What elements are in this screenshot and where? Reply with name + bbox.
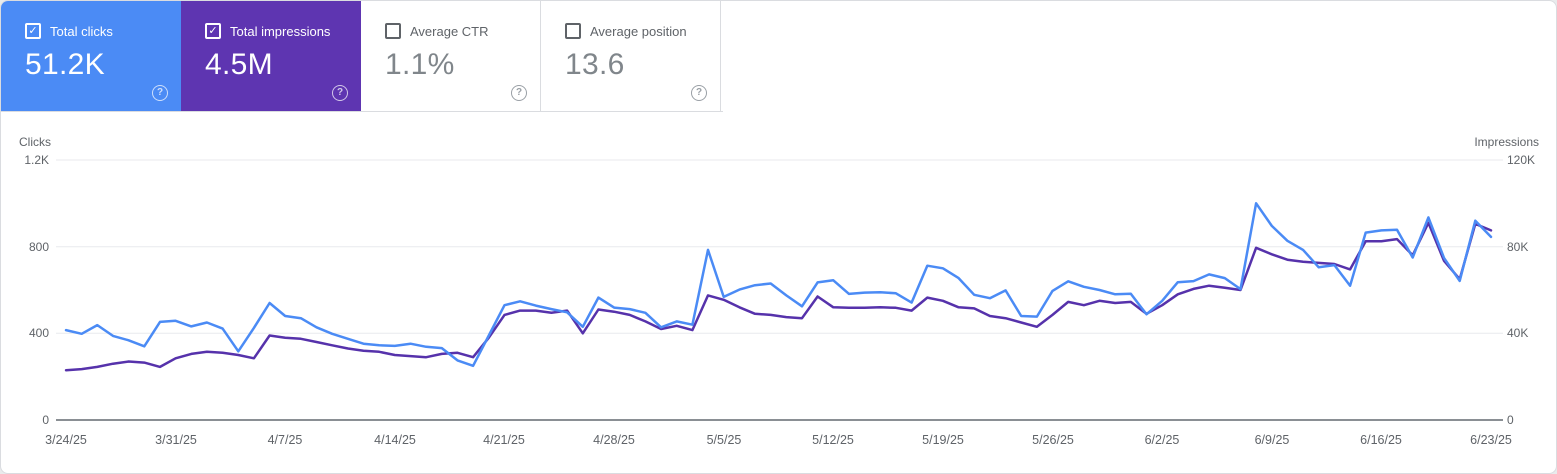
left-axis-title: Clicks (19, 135, 51, 149)
card-header: Average position (565, 23, 720, 39)
average-position-value: 13.6 (565, 48, 625, 81)
x-tick-label: 4/28/25 (593, 433, 635, 447)
x-tick-label: 4/14/25 (374, 433, 416, 447)
right-axis-title: Impressions (1474, 135, 1539, 149)
help-icon[interactable]: ? (332, 85, 348, 101)
left-y-tick-label: 800 (28, 240, 49, 254)
left-y-tick-label: 400 (28, 326, 49, 340)
average-ctr-value: 1.1% (385, 48, 455, 81)
total-clicks-value: 51.2K (25, 48, 105, 81)
x-tick-label: 6/16/25 (1360, 433, 1402, 447)
x-tick-label: 3/31/25 (155, 433, 197, 447)
card-label: Average CTR (410, 23, 489, 39)
card-total-impressions[interactable]: ✓ Total impressions 4.5M ? (181, 1, 361, 111)
total-impressions-value: 4.5M (205, 48, 273, 81)
left-y-tick-label: 0 (42, 413, 49, 427)
right-y-tick-label: 120K (1507, 153, 1536, 167)
checkbox-average-ctr[interactable] (385, 23, 401, 39)
checkbox-total-clicks[interactable]: ✓ (25, 23, 41, 39)
x-tick-label: 6/2/25 (1144, 433, 1180, 447)
right-y-tick-label: 40K (1507, 326, 1529, 340)
impressions-line (64, 221, 1493, 372)
x-tick-label: 5/26/25 (1032, 433, 1074, 447)
clicks-line (64, 202, 1493, 368)
x-tick-label: 4/21/25 (483, 433, 525, 447)
card-label: Total clicks (50, 23, 113, 39)
x-tick-label: 4/7/25 (267, 433, 303, 447)
card-label: Average position (590, 23, 687, 39)
card-average-position[interactable]: Average position 13.6 ? (541, 1, 721, 111)
x-tick-label: 6/9/25 (1254, 433, 1290, 447)
checkbox-average-position[interactable] (565, 23, 581, 39)
metric-cards: ✓ Total clicks 51.2K ? ✓ Total impressio… (1, 1, 723, 112)
card-total-clicks[interactable]: ✓ Total clicks 51.2K ? (1, 1, 181, 111)
right-y-tick-label: 0 (1507, 413, 1514, 427)
x-tick-label: 3/24/25 (45, 433, 87, 447)
help-icon[interactable]: ? (511, 85, 527, 101)
card-label: Total impressions (230, 23, 331, 39)
card-header: Average CTR (385, 23, 540, 39)
x-tick-label: 6/23/25 (1470, 433, 1512, 447)
help-icon[interactable]: ? (152, 85, 168, 101)
help-icon[interactable]: ? (691, 85, 707, 101)
x-tick-label: 5/5/25 (706, 433, 742, 447)
left-y-tick-label: 1.2K (24, 153, 49, 167)
x-tick-label: 5/19/25 (922, 433, 964, 447)
card-header: ✓ Total impressions (205, 23, 361, 39)
card-header: ✓ Total clicks (25, 23, 181, 39)
card-average-ctr[interactable]: Average CTR 1.1% ? (361, 1, 541, 111)
x-tick-label: 5/12/25 (812, 433, 854, 447)
right-y-tick-label: 80K (1507, 240, 1529, 254)
checkbox-total-impressions[interactable]: ✓ (205, 23, 221, 39)
